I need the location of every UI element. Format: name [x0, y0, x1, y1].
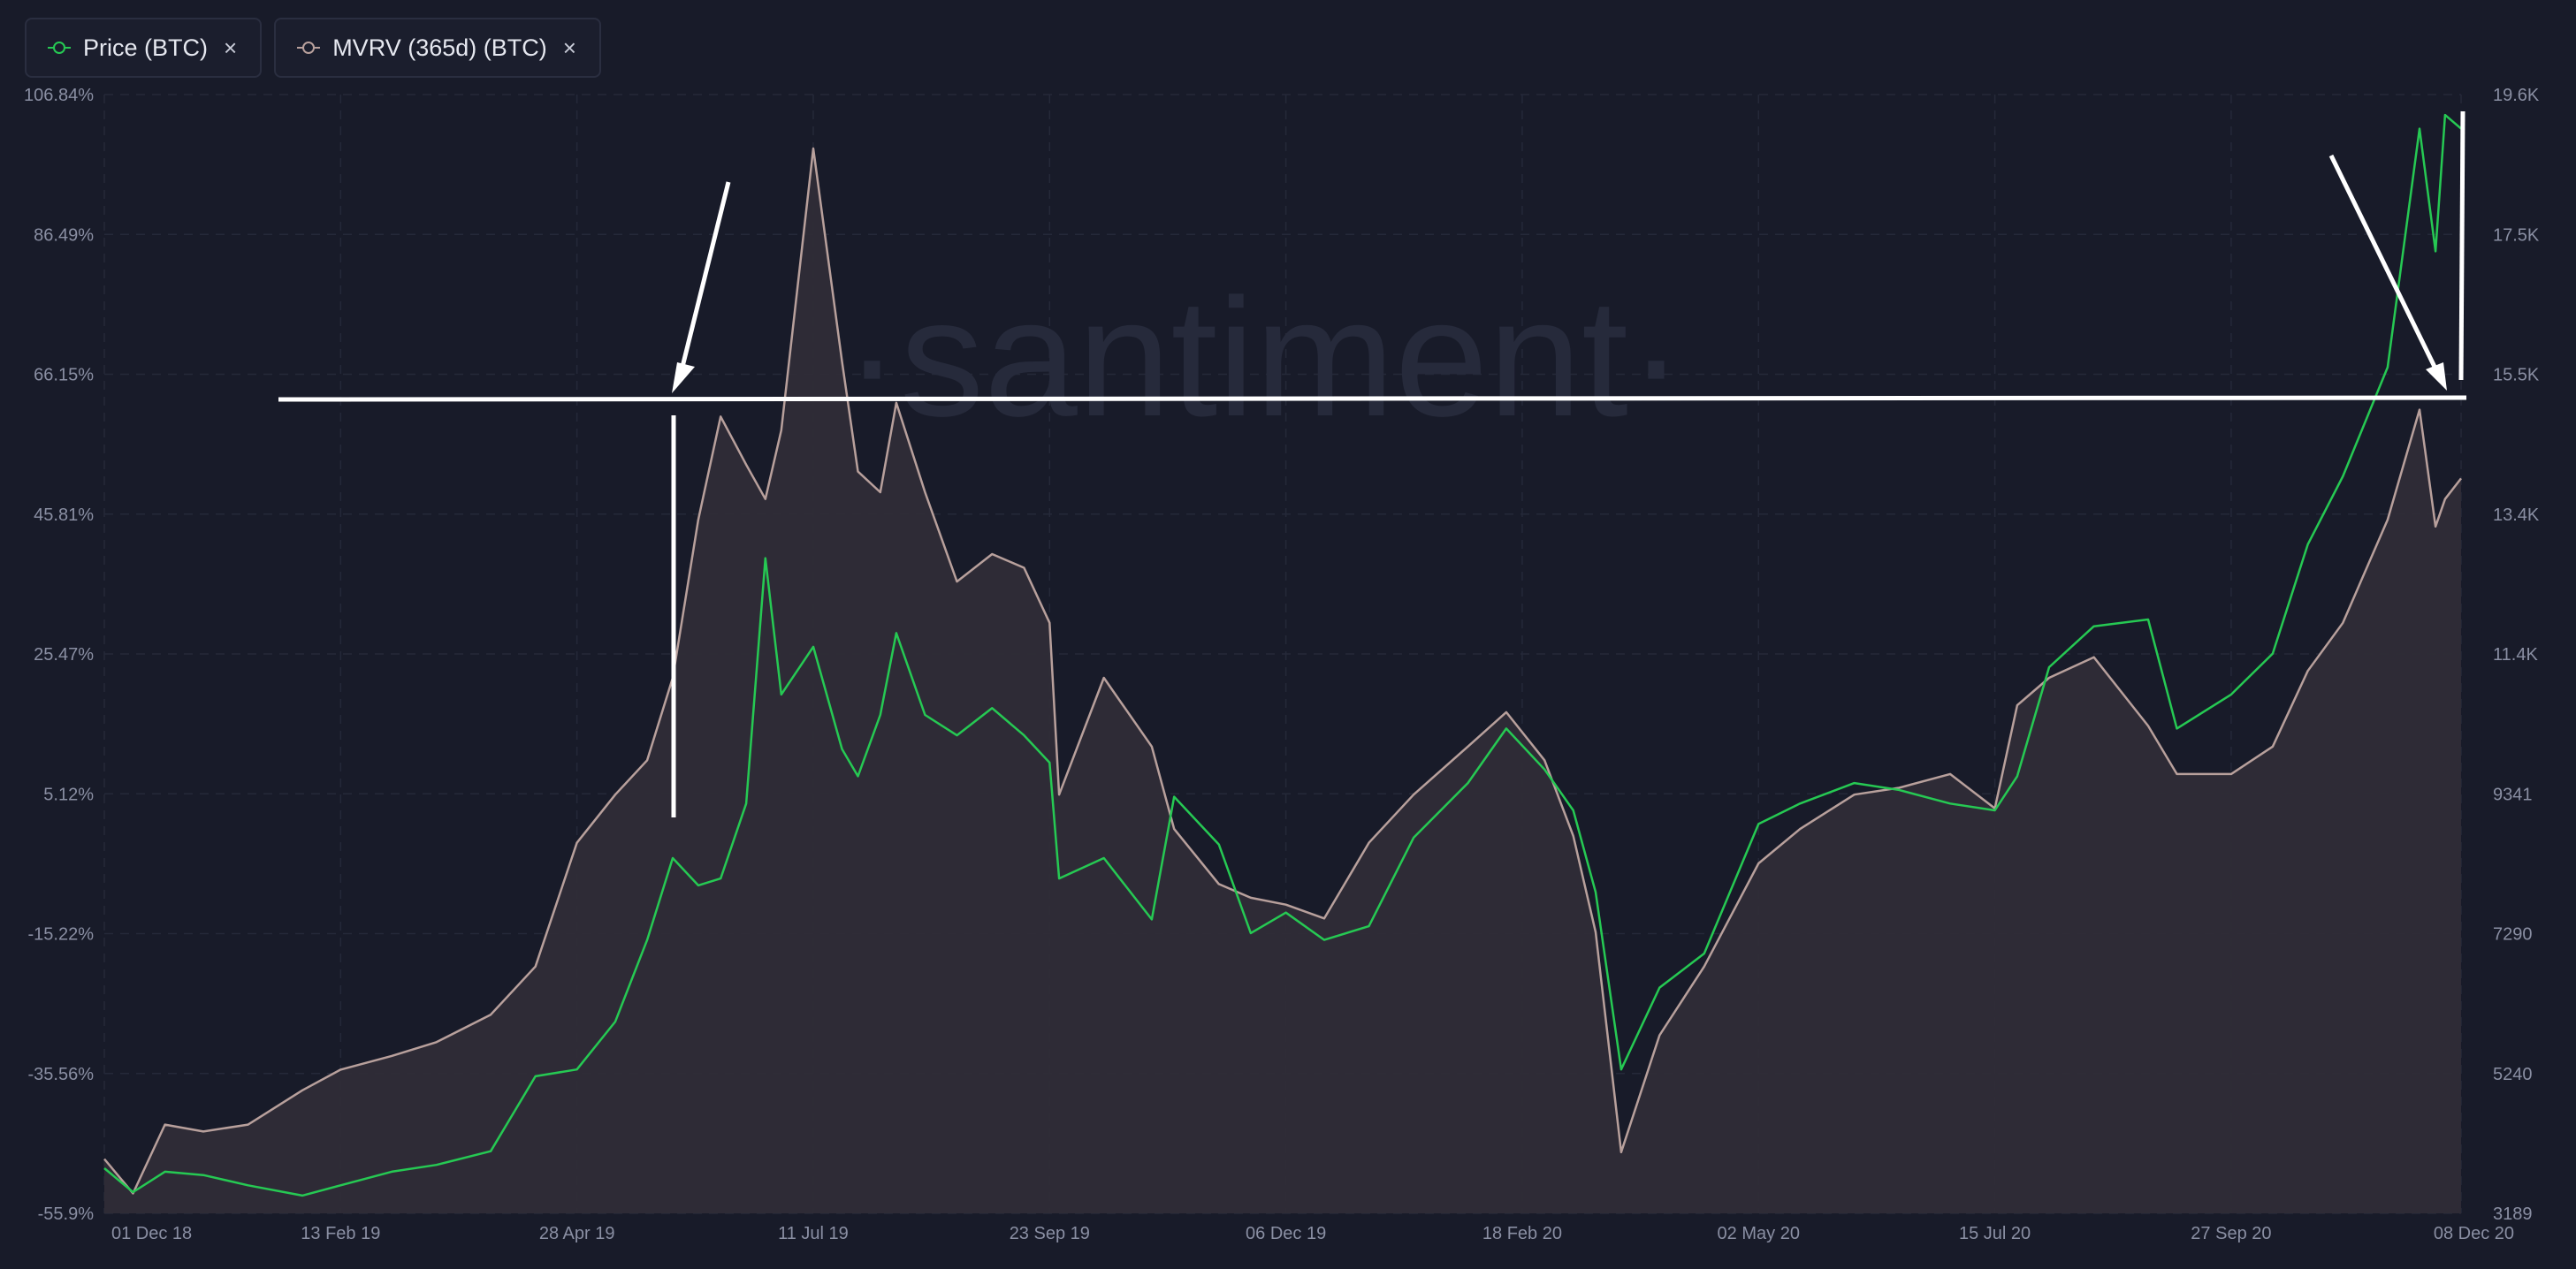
legend-label: MVRV (365d) (BTC): [332, 34, 547, 61]
annotation-horizontal-line: [278, 395, 2467, 402]
annotations: [278, 110, 2467, 817]
watermark: ·santiment·: [844, 264, 1684, 452]
left-axis-tick: -55.9%: [38, 1204, 95, 1224]
right-axis-tick: 15.5K: [2493, 366, 2540, 385]
legend-chip-mvrv[interactable]: MVRV (365d) (BTC) ×: [274, 18, 601, 78]
legend-chip-price[interactable]: Price (BTC) ×: [25, 18, 263, 78]
left-axis-tick: 5.12%: [43, 785, 94, 804]
legend: Price (BTC) × MVRV (365d) (BTC) ×: [25, 18, 601, 78]
x-axis-tick: 27 Sep 20: [2191, 1224, 2271, 1243]
annotation-arrow-right: [2328, 154, 2437, 369]
mvrv-line: [103, 147, 2462, 1195]
left-axis-tick: 66.15%: [34, 366, 94, 385]
x-axis-tick: 23 Sep 19: [1010, 1224, 1090, 1243]
left-axis-tick: 25.47%: [34, 645, 94, 665]
plot-area: [103, 113, 2462, 1213]
right-axis-tick: 3189: [2493, 1204, 2533, 1224]
close-icon[interactable]: ×: [224, 34, 238, 61]
line-marker-icon: [48, 36, 71, 59]
right-axis-tick: 5240: [2493, 1065, 2533, 1084]
close-icon[interactable]: ×: [562, 34, 576, 61]
x-axis-tick: 01 Dec 18: [111, 1224, 192, 1243]
annotation-vertical-line: [2458, 110, 2465, 381]
x-axis-tick: 18 Feb 20: [1482, 1224, 1562, 1243]
legend-label: Price (BTC): [83, 34, 208, 61]
x-axis-tick: 11 Jul 19: [778, 1224, 849, 1243]
right-axis-tick: 19.6K: [2493, 86, 2540, 105]
left-axis-tick: -15.22%: [28, 925, 95, 945]
axis-ticks: 106.84% 19.6K 86.49% 17.5K 66.15% 15.5K 45.81%…: [24, 86, 2540, 1243]
arrowhead-icon: [2426, 362, 2447, 391]
mvrv-area: [104, 148, 2461, 1213]
x-axis-tick: 13 Feb 19: [301, 1224, 380, 1243]
left-axis-tick: -35.56%: [28, 1065, 95, 1084]
left-axis-tick: 106.84%: [24, 86, 94, 105]
x-axis-tick: 15 Jul 20: [1959, 1224, 2031, 1243]
right-axis-tick: 13.4K: [2493, 505, 2540, 525]
left-axis-tick: 45.81%: [34, 505, 94, 525]
right-axis-tick: 9341: [2493, 785, 2533, 804]
annotation-arrow-left: [680, 181, 731, 368]
x-axis-tick: 08 Dec 20: [2434, 1224, 2514, 1243]
x-axis-tick: 06 Dec 19: [1246, 1224, 1326, 1243]
right-axis-tick: 11.4K: [2493, 645, 2538, 665]
left-axis-tick: 86.49%: [34, 225, 94, 245]
arrowhead-icon: [672, 362, 695, 393]
price-line: [103, 113, 2462, 1197]
right-axis-tick: 17.5K: [2493, 225, 2540, 245]
line-marker-icon: [297, 36, 321, 59]
x-axis-tick: 28 Apr 19: [539, 1224, 615, 1243]
right-axis-tick: 7290: [2493, 925, 2533, 945]
x-axis-tick: 02 May 20: [1718, 1224, 1800, 1243]
